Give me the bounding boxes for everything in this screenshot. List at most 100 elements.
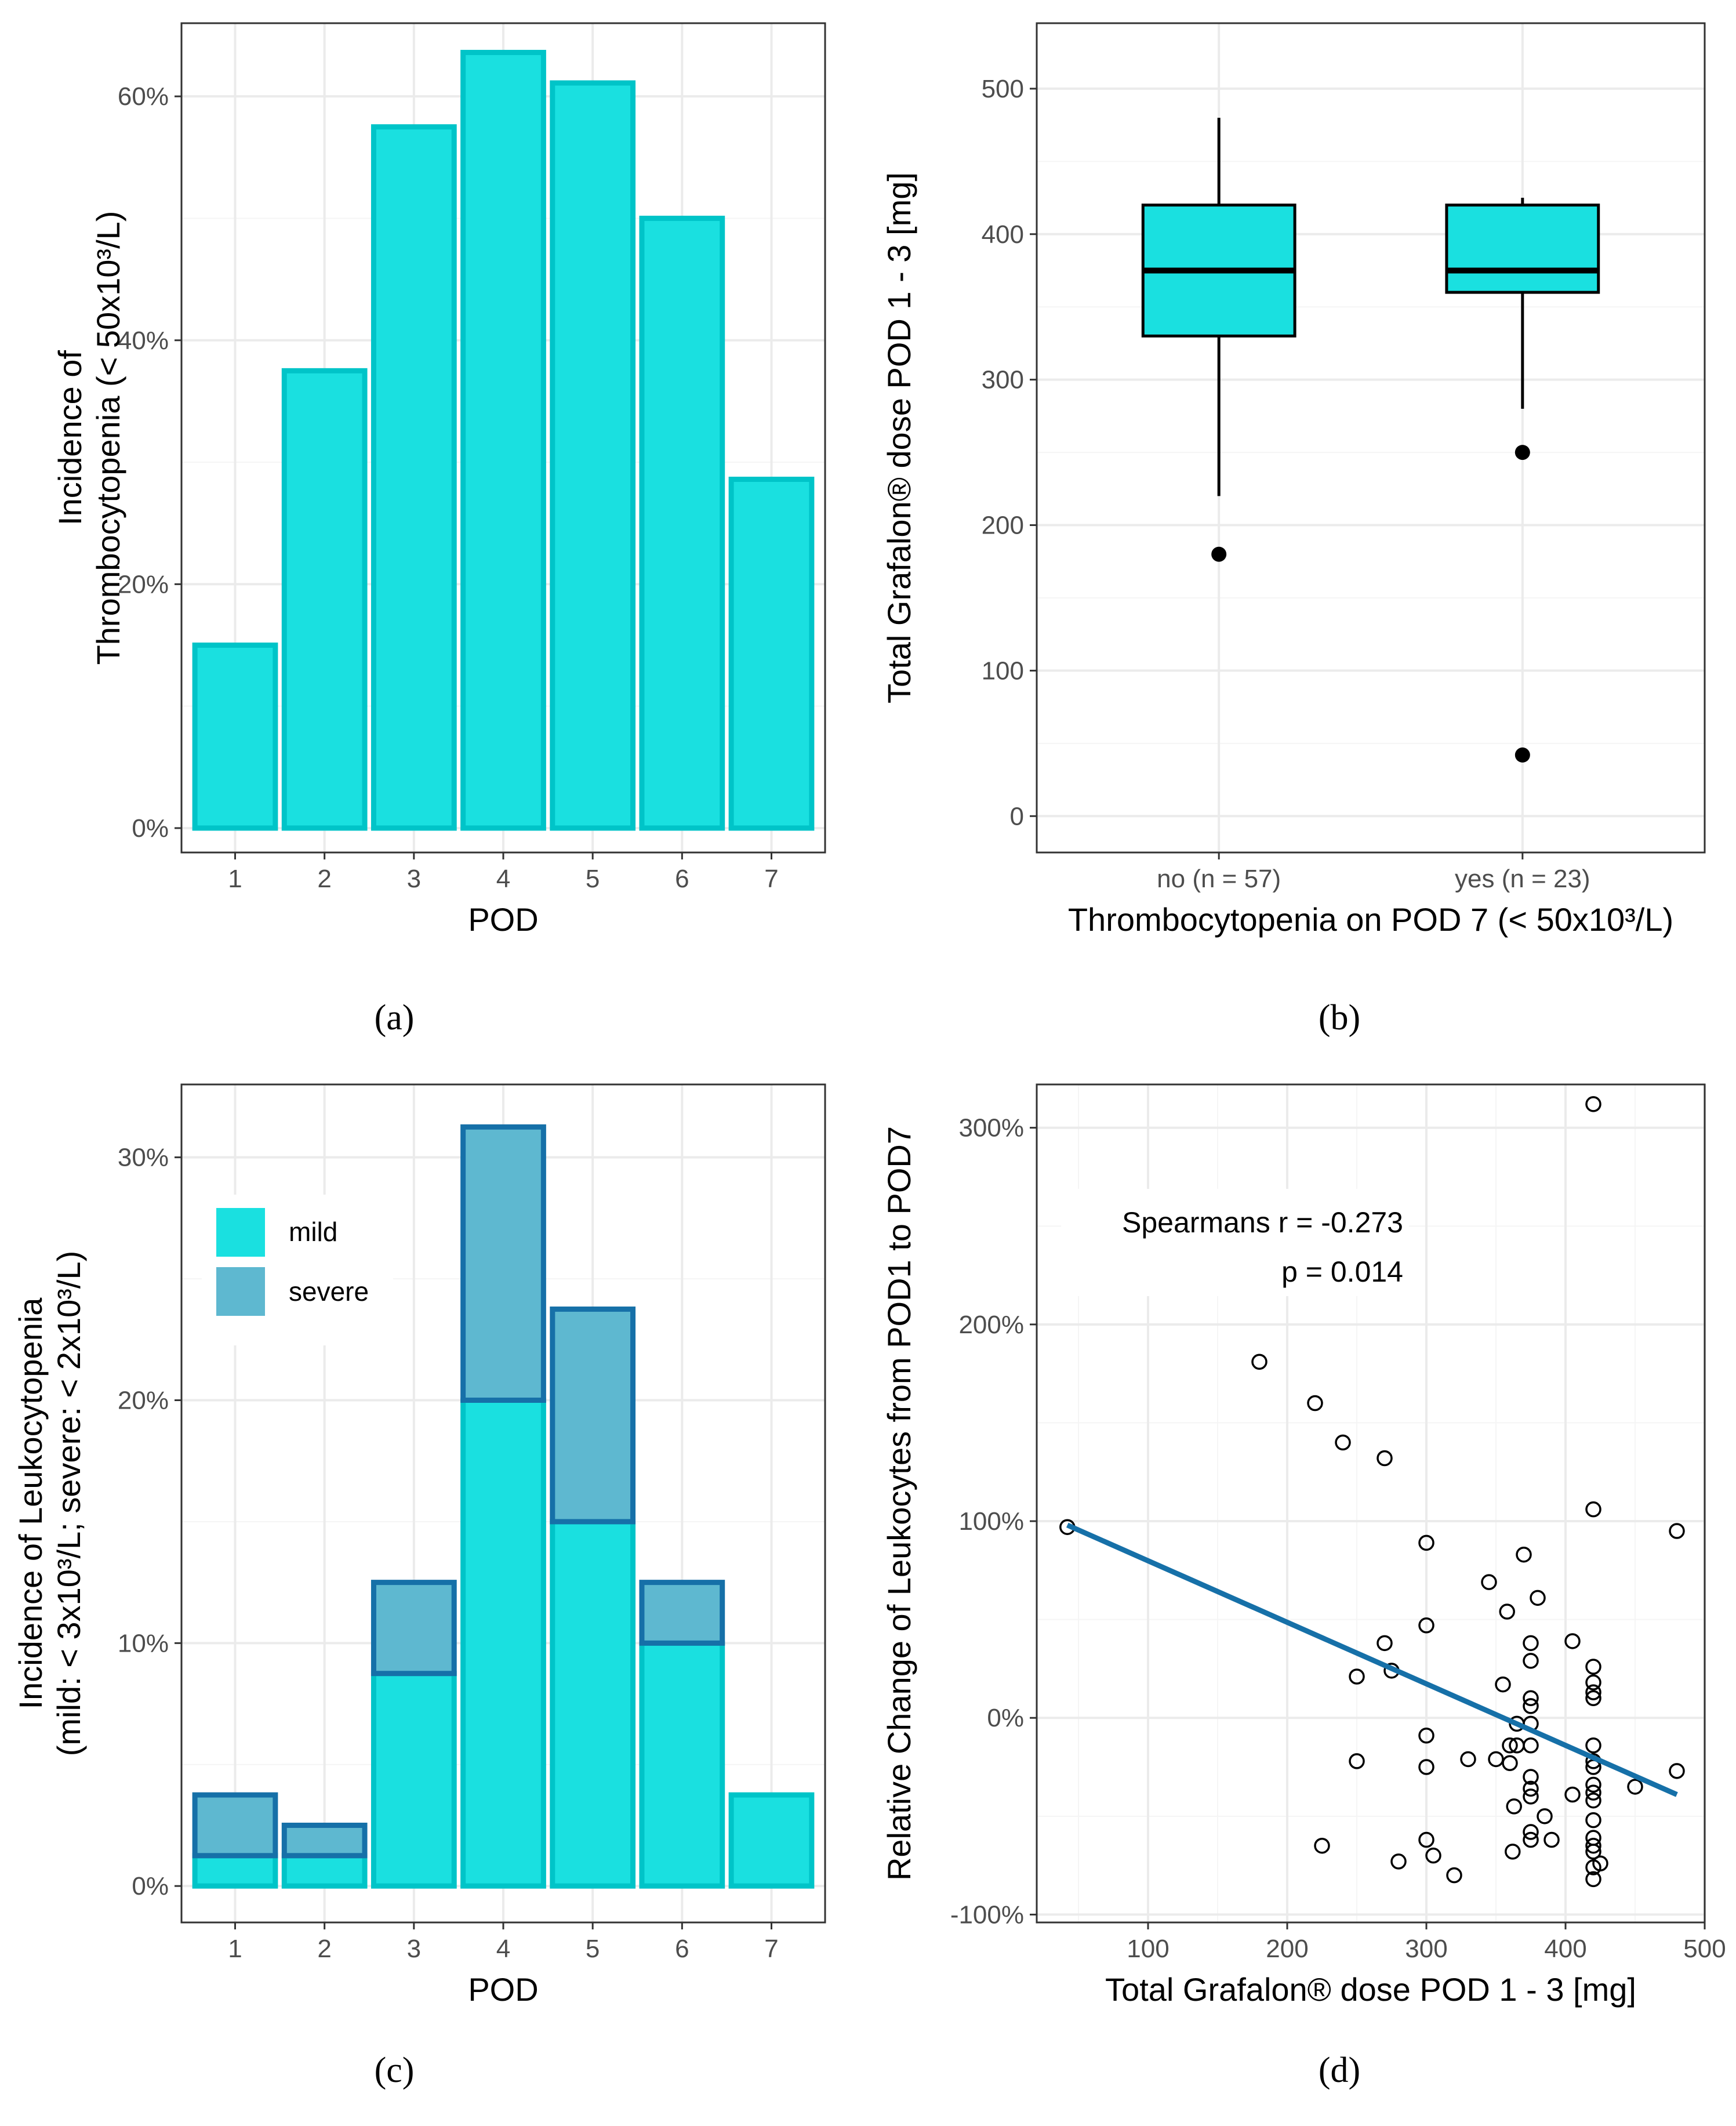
scatter-point <box>1530 1590 1546 1606</box>
scatter-point <box>1502 1755 1518 1771</box>
panel-label-d: (d) <box>1319 2051 1360 2090</box>
y-tick-label: 200% <box>958 1311 1024 1339</box>
x-tick-label: 4 <box>496 1935 510 1963</box>
x-tick-label: 7 <box>764 865 778 893</box>
y-tick-label: 0% <box>132 1872 169 1900</box>
panel-c-leukocytopenia-incidence: mild severe 0% 10% 20% 30% 1 2 3 4 5 6 7 POD Incidence… <box>12 1083 826 2008</box>
panel-label-b: (b) <box>1319 998 1360 1037</box>
scatter-point <box>1349 1668 1365 1685</box>
scatter-point <box>1418 1617 1434 1634</box>
y-tick-label: 10% <box>118 1629 169 1657</box>
outlier-point <box>1515 445 1530 460</box>
y-axis-title: Incidence of Leukocytopenia <box>12 1297 49 1710</box>
x-tick-label: 2 <box>317 1935 331 1963</box>
bar-severe-pod-2 <box>281 1822 368 1859</box>
scatter-point <box>1564 1633 1581 1649</box>
x-tick-label: 4 <box>496 865 510 893</box>
y-tick-label: 40% <box>118 326 169 355</box>
scatter-point <box>1585 1792 1601 1809</box>
scatter-point <box>1585 1737 1601 1754</box>
scatter-point <box>1523 1831 1539 1848</box>
bar-mild-pod-2 <box>281 1853 368 1889</box>
scatter-point <box>1585 1684 1601 1700</box>
y-tick-label: 20% <box>118 570 169 598</box>
scatter-point <box>1516 1546 1532 1563</box>
scatter-point <box>1314 1837 1330 1854</box>
bar-pod-2 <box>281 368 368 831</box>
box-iqr <box>1445 204 1600 294</box>
x-tick-label: 1 <box>228 1935 242 1963</box>
scatter-point <box>1585 1674 1601 1690</box>
x-axis-title: POD <box>468 901 538 938</box>
scatter-point <box>1349 1753 1365 1769</box>
x-axis-title: Thrombocytopenia on POD 7 (< 50x10³/L) <box>1068 901 1673 938</box>
y-tick-label: 20% <box>118 1386 169 1414</box>
legend-label-mild: mild <box>289 1217 337 1247</box>
scatter-point <box>1460 1751 1476 1768</box>
panel-d-leukocyte-change-scatter: Spearmans r = -0.273 p = 0.014 -100% 0% 100%… <box>881 1083 1726 2008</box>
scatter-point <box>1425 1847 1441 1864</box>
panel-label-c: (c) <box>375 2051 415 2090</box>
y-tick-label: 500 <box>982 75 1024 103</box>
scatter-point <box>1523 1824 1539 1840</box>
scatter-point <box>1585 1501 1601 1518</box>
y-tick-label: 400 <box>982 220 1024 249</box>
y-tick-label: 100 <box>982 656 1024 685</box>
y-axis-title: (mild: < 3x10³/L; severe: < 2x10³/L) <box>50 1251 87 1757</box>
scatter-point <box>1307 1395 1323 1412</box>
regression-line <box>1066 1522 1678 1797</box>
scatter-point <box>1537 1808 1553 1824</box>
y-tick-label: -100% <box>950 1900 1024 1929</box>
scatter-point <box>1523 1788 1539 1805</box>
scatter-point <box>1505 1844 1521 1860</box>
annotation-spearman-r: Spearmans r = -0.273 <box>1122 1206 1403 1239</box>
outlier-point <box>1515 747 1530 763</box>
x-tick-label: 6 <box>675 865 689 893</box>
scatter-point <box>1335 1434 1351 1451</box>
scatter-point <box>1523 1698 1539 1714</box>
scatter-point <box>1390 1853 1407 1870</box>
scatter-point <box>1418 1534 1434 1551</box>
legend-label-severe: severe <box>289 1276 369 1307</box>
panel-label-a: (a) <box>375 998 415 1037</box>
scatter-point <box>1506 1798 1522 1815</box>
legend: mild severe <box>202 1195 393 1345</box>
bar-pod-4 <box>460 49 546 831</box>
x-tick-label: 1 <box>228 865 242 893</box>
x-tick-label: 7 <box>764 1935 778 1963</box>
scatter-point <box>1523 1769 1539 1785</box>
bar-severe-pod-4 <box>460 1124 546 1403</box>
bar-pod-1 <box>192 643 278 831</box>
bar-mild-pod-5 <box>550 1519 636 1889</box>
x-tick-label: 200 <box>1266 1935 1308 1963</box>
bar-severe-pod-3 <box>371 1580 457 1677</box>
y-axis-title: Thrombocytopenia (< 50x10³/L) <box>90 211 126 665</box>
panel-border <box>1036 1083 1706 1924</box>
bar-severe-pod-1 <box>192 1792 278 1859</box>
y-tick-label: 100% <box>958 1507 1024 1536</box>
bar-pod-6 <box>639 215 725 831</box>
x-tick-label: 5 <box>586 865 600 893</box>
scatter-point <box>1627 1779 1643 1795</box>
scatter-point <box>1585 1690 1601 1707</box>
x-axis-title: POD <box>468 1971 538 2008</box>
scatter-point <box>1585 1776 1601 1793</box>
x-tick-label: 6 <box>675 1935 689 1963</box>
scatter-point <box>1499 1603 1515 1620</box>
y-axis-title: Incidence of <box>52 350 88 525</box>
y-axis-title: Relative Change of Leukocytes from POD1 … <box>881 1126 917 1881</box>
x-tick-label: 300 <box>1405 1935 1447 1963</box>
spearman-annotation: Spearmans r = -0.273 p = 0.014 <box>1061 1189 1409 1296</box>
x-tick-label: 100 <box>1127 1935 1169 1963</box>
y-tick-label: 0% <box>987 1704 1024 1732</box>
scatter-point <box>1418 1831 1434 1848</box>
scatter-point <box>1488 1751 1504 1768</box>
x-axis-title: Total Grafalon® dose POD 1 - 3 [mg] <box>1105 1971 1636 2008</box>
scatter-point <box>1592 1855 1608 1871</box>
scatter-point <box>1523 1635 1539 1652</box>
scatter-point <box>1446 1867 1462 1884</box>
bar-mild-pod-7 <box>728 1792 815 1889</box>
scatter-point <box>1377 1635 1393 1652</box>
y-tick-label: 200 <box>982 511 1024 540</box>
